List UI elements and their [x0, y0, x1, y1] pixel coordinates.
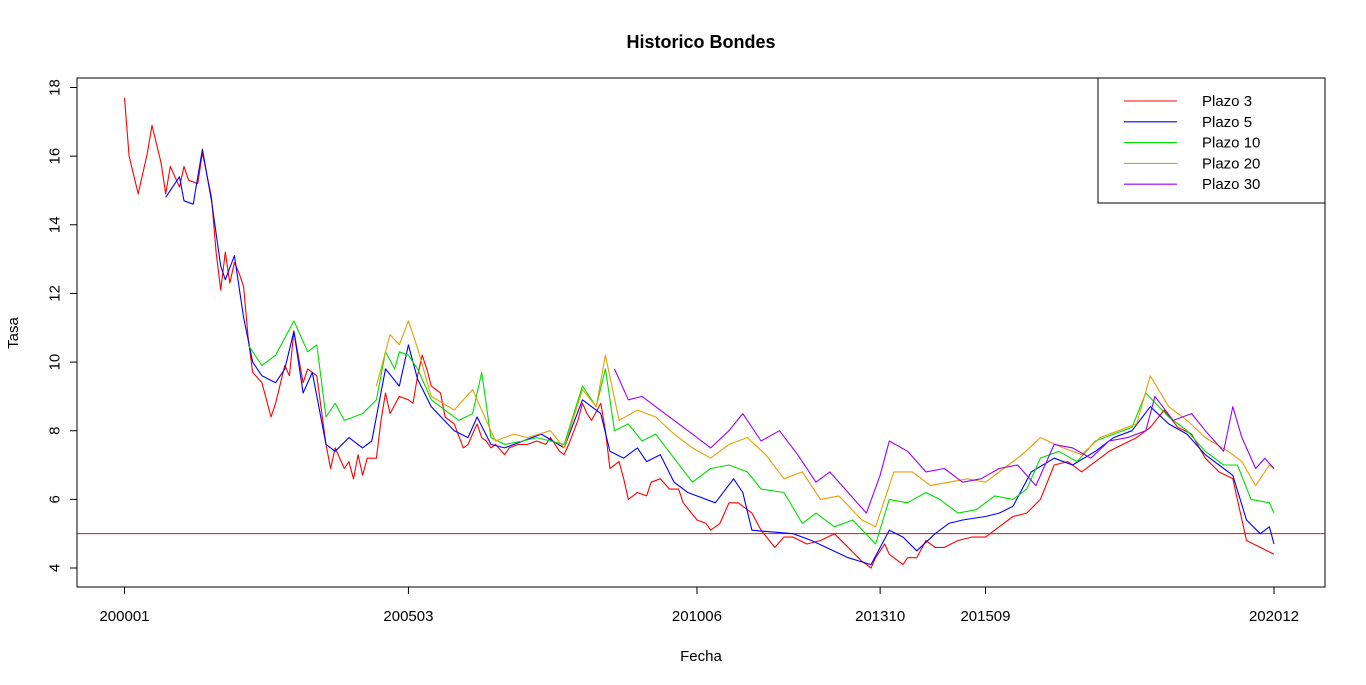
legend-label-5: Plazo 30 [1202, 176, 1260, 193]
series-line-2 [165, 148, 1275, 566]
series-line-5 [613, 368, 1275, 514]
y-tick-label: 6 [47, 495, 64, 503]
series-layer [123, 97, 1275, 569]
legend-box [1097, 77, 1326, 204]
legend-label-1: Plazo 3 [1202, 93, 1252, 110]
y-tick-label: 14 [47, 216, 64, 233]
series-line-4 [375, 320, 1275, 528]
y-tick-label: 18 [47, 79, 64, 96]
x-tick-label: 201006 [672, 608, 722, 625]
x-tick-label: 202012 [1249, 608, 1299, 625]
chart-title: Historico Bondes [626, 32, 775, 52]
series-line-1 [123, 97, 1275, 569]
x-axis-title: Fecha [680, 648, 722, 665]
x-tick-label: 200001 [99, 608, 149, 625]
y-tick-label: 12 [47, 285, 64, 302]
legend-label-3: Plazo 10 [1202, 135, 1260, 152]
y-axis-title: Tasa [5, 317, 22, 349]
legend-label-2: Plazo 5 [1202, 114, 1252, 131]
series-line-3 [247, 320, 1275, 545]
legend-label-4: Plazo 20 [1202, 155, 1260, 172]
y-tick-label: 10 [47, 354, 64, 371]
x-tick-label: 201509 [960, 608, 1010, 625]
legend: Plazo 3 Plazo 5 Plazo 10 Plazo 20 Plazo 30 [1097, 77, 1326, 204]
x-axis: 200001 200503 201006 201310 201509 202012 [99, 586, 1299, 625]
y-tick-label: 8 [47, 427, 64, 435]
y-tick-label: 16 [47, 148, 64, 165]
x-tick-label: 200503 [383, 608, 433, 625]
y-axis: 4 6 8 10 12 14 16 18 [47, 79, 78, 572]
y-tick-label: 4 [47, 564, 64, 572]
x-tick-label: 201310 [855, 608, 905, 625]
